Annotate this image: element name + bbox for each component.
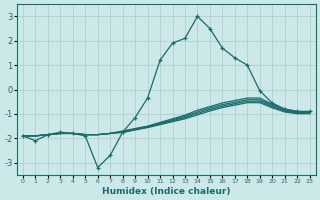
X-axis label: Humidex (Indice chaleur): Humidex (Indice chaleur) bbox=[102, 187, 230, 196]
